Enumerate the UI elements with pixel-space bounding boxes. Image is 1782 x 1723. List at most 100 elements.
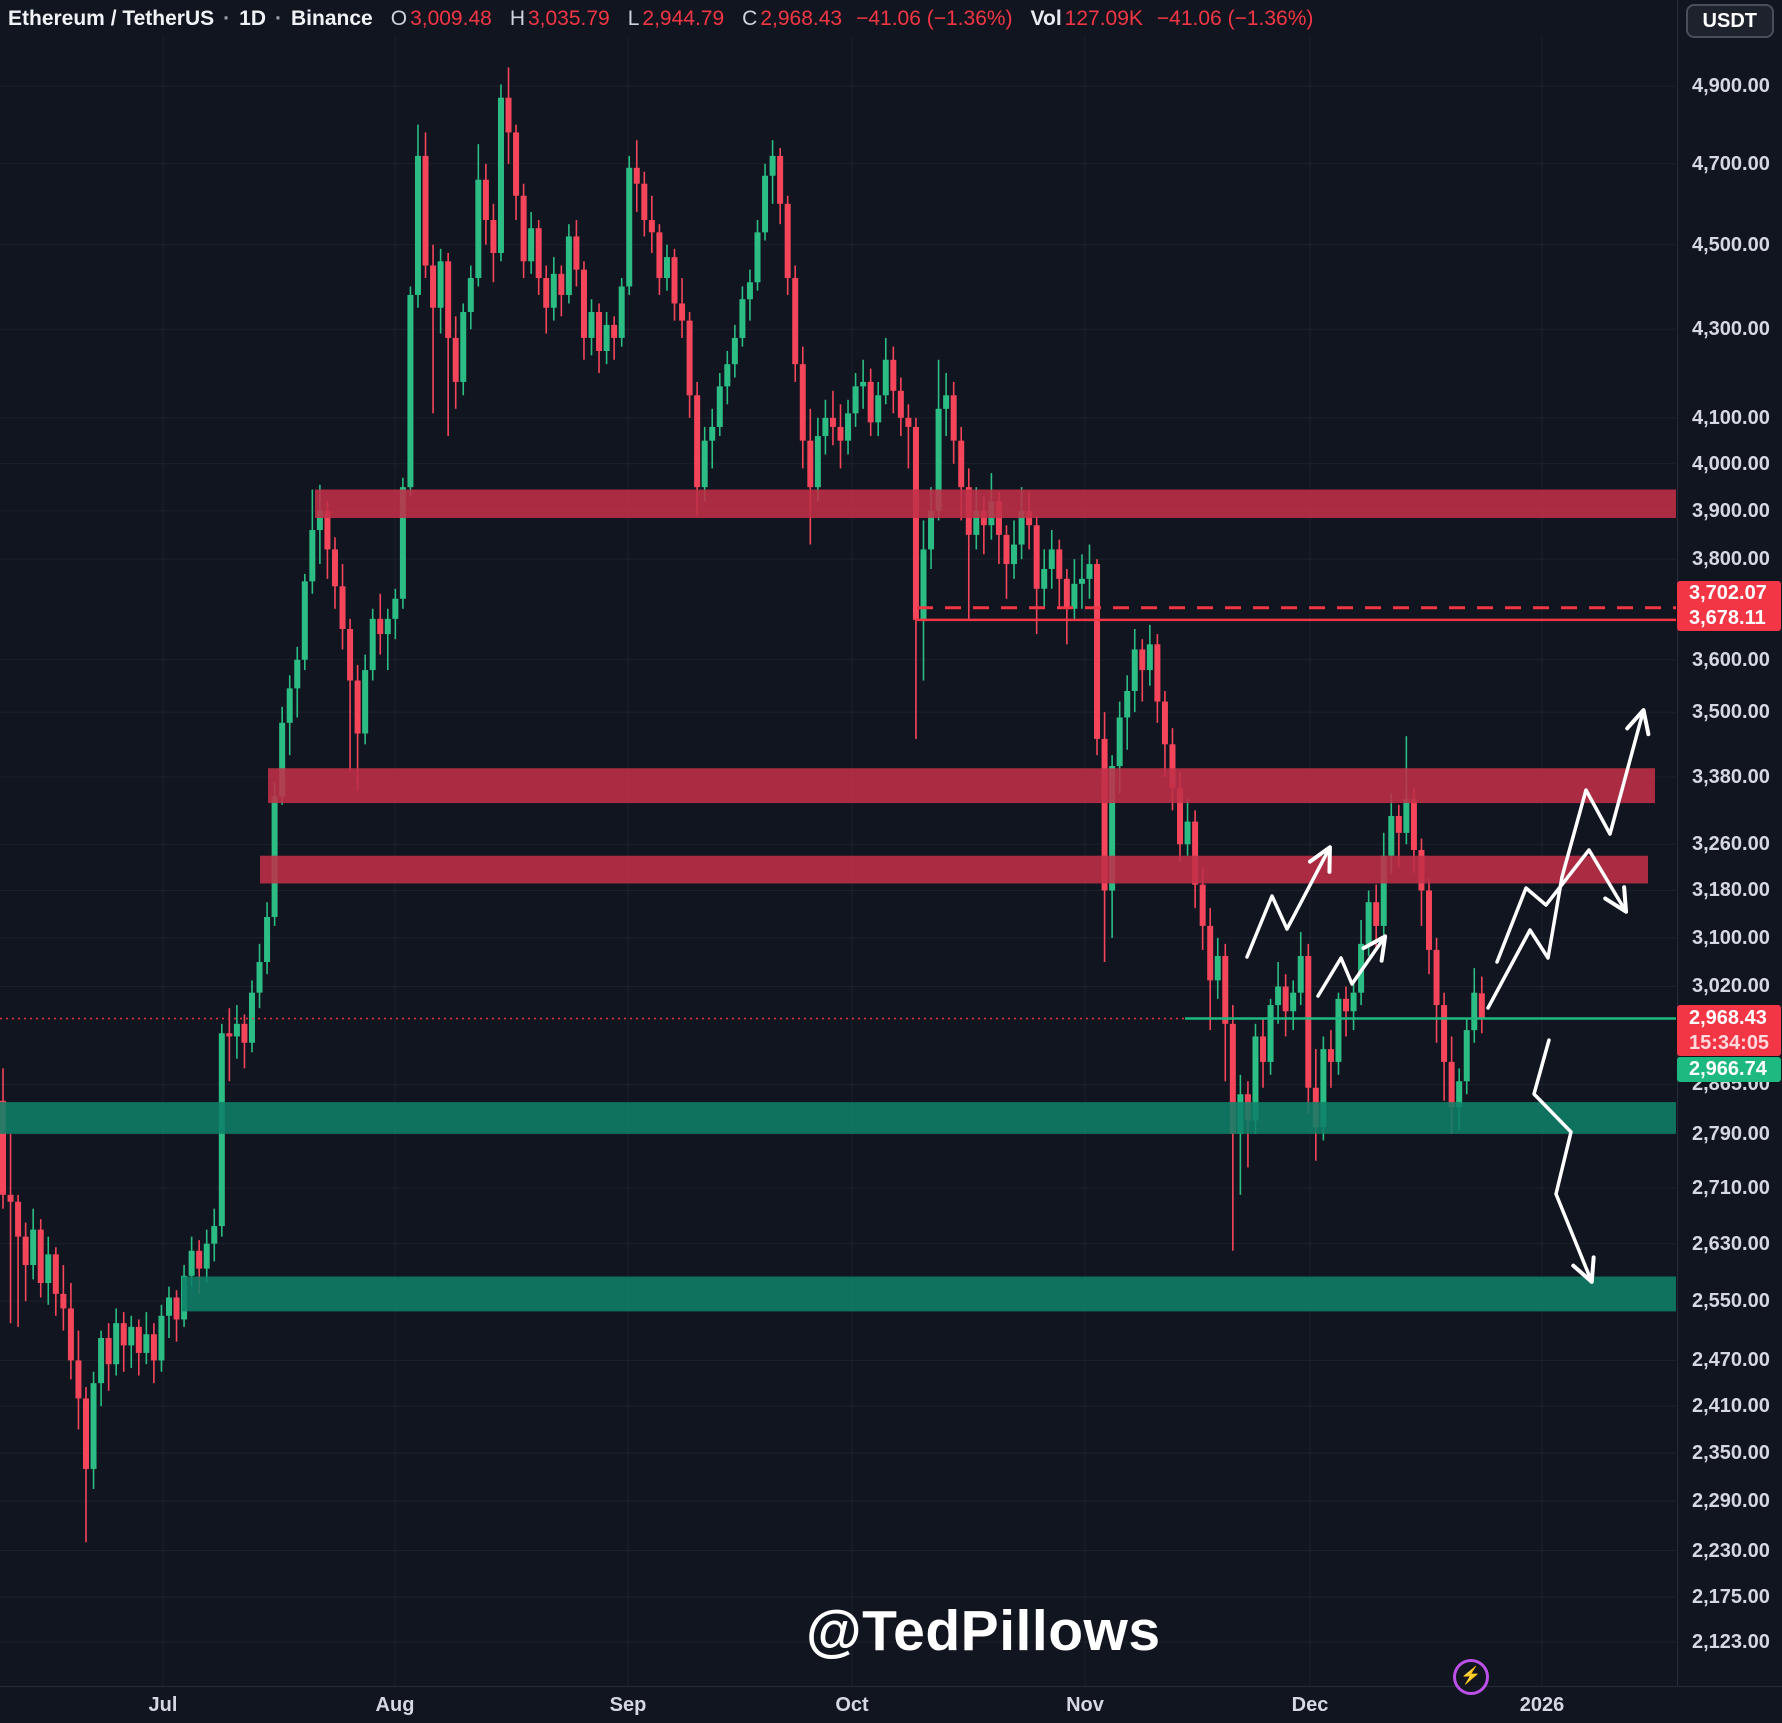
candle-body <box>1086 564 1093 579</box>
candle-body <box>1139 649 1146 671</box>
candle-body <box>90 1383 97 1469</box>
price-axis[interactable]: 4,900.00 4,700.00 4,500.00 4,300.00 4,100.00… <box>1677 0 1782 1686</box>
candle-body <box>475 179 482 279</box>
open-label: O <box>390 7 408 30</box>
candle-body <box>799 364 806 441</box>
candle-body <box>1018 510 1025 545</box>
candle-body <box>550 273 557 308</box>
supply-demand-zones[interactable] <box>0 489 1676 1312</box>
candle-body <box>1063 578 1070 609</box>
candle-body <box>0 1100 6 1195</box>
candle-body <box>1199 884 1206 926</box>
candle-body <box>648 220 655 233</box>
candle-body <box>82 1398 89 1469</box>
candle-wick <box>17 1194 19 1327</box>
candle-body <box>769 155 776 176</box>
zone-support-2790 <box>0 1102 1676 1134</box>
candle-body <box>1260 1036 1267 1062</box>
candle-body <box>1267 1005 1274 1062</box>
candle-body <box>309 530 316 582</box>
price-tick-label: 2,550.00 <box>1692 1290 1770 1313</box>
time-tick-label: Dec <box>1291 1694 1329 1716</box>
candle-body <box>105 1337 112 1365</box>
candle-wick <box>349 618 351 772</box>
candle-wick <box>1141 639 1144 702</box>
candle-body <box>505 97 512 133</box>
candle-body <box>316 510 323 531</box>
candle-body <box>120 1323 127 1346</box>
close-value: 2,968.43 <box>760 7 843 30</box>
candle-body <box>724 364 731 387</box>
candle-body <box>618 286 625 338</box>
candle-body <box>52 1254 59 1294</box>
candle-body <box>845 413 852 441</box>
candle-wick <box>9 1133 12 1324</box>
volume-label: Vol <box>1030 7 1062 30</box>
price-tick-label: 4,700.00 <box>1692 152 1770 175</box>
candle-body <box>731 337 738 365</box>
arrow-bull-zigzag-over-candles <box>1245 845 1332 959</box>
current-price-label: 2,968.43 15:34:05 <box>1677 1005 1781 1056</box>
candle-body <box>1003 534 1010 565</box>
candle-body <box>1192 821 1199 885</box>
timeframe[interactable]: 1D <box>239 7 267 30</box>
time-axis[interactable]: Jul Aug Sep Oct Nov Dec 2026 <box>0 1686 1782 1723</box>
candle-body <box>128 1326 135 1346</box>
candle-body <box>1350 992 1357 1012</box>
candle-body <box>1048 549 1055 569</box>
arrow-bull-projection-main <box>1486 708 1651 1010</box>
candle-body <box>920 549 927 620</box>
candle-body <box>67 1308 74 1361</box>
candle-body <box>1177 788 1184 845</box>
candle-body <box>286 688 293 723</box>
low-label: L <box>627 7 640 30</box>
candle-body <box>1101 738 1108 891</box>
candle-body <box>248 992 255 1043</box>
price-tick-label: 3,180.00 <box>1692 879 1770 902</box>
projection-arrows[interactable] <box>1245 708 1651 1284</box>
candle-body <box>1395 815 1402 833</box>
candle-wick <box>613 316 615 360</box>
candle-body <box>1169 744 1176 789</box>
candle-body <box>1327 1049 1334 1062</box>
candle-body <box>1026 510 1033 526</box>
candle-body <box>520 195 527 262</box>
price-tick-label: 2,790.00 <box>1692 1122 1770 1145</box>
candle-body <box>958 440 965 488</box>
candle-body <box>15 1201 22 1237</box>
price-tick-label: 2,290.00 <box>1692 1490 1770 1513</box>
candle-body <box>1078 578 1085 584</box>
candle-body <box>422 155 429 266</box>
candle-body <box>777 155 784 204</box>
candle-body <box>347 628 354 681</box>
candle-body <box>1373 902 1380 926</box>
gridlines <box>0 36 1676 1686</box>
watermark-handle: @TedPillows <box>806 1599 1161 1663</box>
candle-body <box>7 1194 14 1202</box>
candle-body <box>113 1323 120 1365</box>
currency-toggle-button[interactable]: USDT <box>1685 4 1774 38</box>
candle-body <box>467 278 474 313</box>
price-tick-label: 2,410.00 <box>1692 1395 1770 1418</box>
candle-body <box>135 1326 142 1353</box>
candle-wick <box>386 608 389 671</box>
candle-body <box>882 359 889 396</box>
candle-body <box>1410 799 1417 850</box>
candle-body <box>1343 998 1350 1012</box>
candle-body <box>1131 649 1138 691</box>
candle-body <box>143 1334 150 1353</box>
candle-body <box>1297 955 1304 993</box>
candle-body <box>1471 992 1478 1031</box>
candle-body <box>950 395 957 441</box>
boost-lightning-icon[interactable]: ⚡ <box>1453 1659 1489 1695</box>
price-tick-label: 4,300.00 <box>1692 318 1770 341</box>
candle-body <box>905 417 912 427</box>
candle-wick <box>432 244 434 414</box>
high-label: H <box>509 7 525 30</box>
symbol-title[interactable]: Ethereum / TetherUS <box>8 7 215 30</box>
open-value: 3,009.48 <box>410 7 492 30</box>
candle-body <box>943 395 950 409</box>
arrow-bear-dive-to-support <box>1532 1038 1596 1284</box>
candle-body <box>294 659 301 689</box>
